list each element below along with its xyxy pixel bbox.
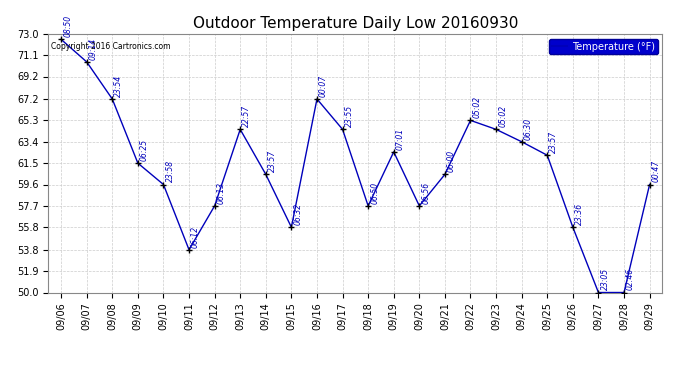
Text: 06:25: 06:25: [140, 139, 149, 161]
Text: 00:07: 00:07: [319, 75, 328, 97]
Title: Outdoor Temperature Daily Low 20160930: Outdoor Temperature Daily Low 20160930: [193, 16, 518, 31]
Text: 02:46: 02:46: [626, 268, 635, 290]
Text: 05:02: 05:02: [473, 96, 482, 118]
Text: 23:57: 23:57: [549, 131, 558, 153]
Text: 23:55: 23:55: [344, 105, 353, 127]
Text: 06:56: 06:56: [422, 182, 431, 204]
Text: 06:13: 06:13: [217, 182, 226, 204]
Text: 00:47: 00:47: [651, 160, 660, 182]
Legend: Temperature (°F): Temperature (°F): [549, 39, 658, 54]
Text: 06:12: 06:12: [191, 225, 200, 248]
Text: 08:50: 08:50: [63, 15, 72, 37]
Text: 07:01: 07:01: [396, 128, 405, 150]
Text: 06:00: 06:00: [447, 150, 456, 172]
Text: 23:54: 23:54: [115, 75, 124, 97]
Text: 23:58: 23:58: [166, 160, 175, 182]
Text: 23:36: 23:36: [575, 203, 584, 225]
Text: Copyright 2016 Cartronics.com: Copyright 2016 Cartronics.com: [51, 42, 171, 51]
Text: 05:02: 05:02: [498, 105, 507, 127]
Text: 06:32: 06:32: [293, 203, 302, 225]
Text: 06:50: 06:50: [371, 182, 380, 204]
Text: 23:05: 23:05: [600, 268, 609, 290]
Text: 22:57: 22:57: [242, 105, 251, 127]
Text: 06:30: 06:30: [524, 117, 533, 140]
Text: 09:14: 09:14: [89, 38, 98, 60]
Text: 23:57: 23:57: [268, 150, 277, 172]
